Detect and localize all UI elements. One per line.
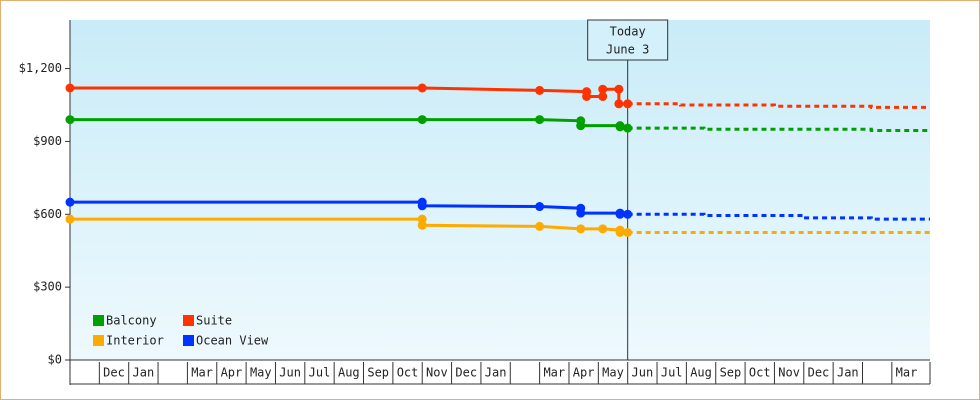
price-point: [535, 221, 545, 231]
price-point: [417, 201, 427, 211]
legend-swatch: [183, 335, 194, 346]
price-point: [65, 214, 75, 224]
price-point: [615, 122, 625, 132]
price-point: [535, 115, 545, 125]
y-tick-label: $300: [33, 280, 62, 294]
y-tick-label: $900: [33, 134, 62, 148]
price-point: [417, 115, 427, 125]
legend-label: Ocean View: [196, 334, 269, 348]
legend-label: Interior: [106, 334, 164, 348]
x-tick-label: Jan: [837, 366, 859, 380]
x-tick-label: May: [250, 366, 272, 380]
y-tick-label: $1,200: [19, 61, 62, 75]
price-point: [598, 92, 608, 101]
price-point: [576, 224, 586, 234]
price-point: [535, 85, 545, 95]
x-tick-label: Dec: [103, 366, 125, 380]
price-point: [623, 209, 633, 219]
today-box: [587, 19, 669, 61]
price-point: [582, 92, 592, 101]
y-tick-label: $0: [48, 353, 62, 367]
price-point: [576, 208, 586, 218]
price-point: [598, 224, 608, 234]
x-tick-label: Mar: [896, 366, 918, 380]
price-point: [623, 123, 633, 133]
legend-swatch: [93, 335, 104, 346]
price-point: [615, 228, 625, 237]
price-point: [623, 99, 633, 109]
legend-swatch: [183, 315, 194, 326]
forecast-line: [627, 126, 930, 132]
price-point: [614, 99, 624, 109]
x-tick-label: Dec: [808, 366, 830, 380]
today-label: Today: [610, 25, 646, 39]
legend-swatch: [93, 315, 104, 326]
plot-area: [70, 20, 930, 360]
price-line: [70, 86, 628, 106]
x-tick-label: Jul: [309, 366, 331, 380]
price-point: [417, 83, 427, 93]
x-tick-label: Mar: [543, 366, 565, 380]
x-tick-label: Aug: [690, 366, 712, 380]
x-tick-label: Nov: [778, 366, 800, 380]
legend-label: Balcony: [106, 314, 157, 328]
x-tick-label: Dec: [455, 366, 477, 380]
x-tick-label: Oct: [749, 366, 771, 380]
price-point: [417, 220, 427, 230]
price-point: [623, 228, 633, 237]
forecast-line: [627, 212, 930, 221]
price-point: [65, 197, 75, 207]
price-point: [65, 115, 75, 125]
x-tick-label: Jun: [632, 366, 654, 380]
x-tick-label: Nov: [426, 366, 448, 380]
price-point: [615, 209, 625, 219]
x-tick-label: Jun: [279, 366, 301, 380]
x-tick-label: May: [602, 366, 624, 380]
price-point: [65, 83, 75, 93]
x-tick-label: Apr: [221, 366, 243, 380]
x-tick-label: Jul: [661, 366, 683, 380]
x-tick-label: Apr: [573, 366, 595, 380]
legend-label: Suite: [196, 314, 232, 328]
x-tick-label: Mar: [191, 366, 213, 380]
price-point: [576, 121, 586, 131]
x-tick-label: Sep: [367, 366, 389, 380]
today-label: June 3: [606, 43, 649, 57]
price-point: [535, 202, 545, 212]
x-tick-label: Oct: [397, 366, 419, 380]
x-tick-label: Jan: [133, 366, 155, 380]
forecast-line: [627, 102, 930, 109]
x-tick-label: Aug: [338, 366, 360, 380]
y-tick-label: $600: [33, 207, 62, 221]
price-point: [598, 84, 608, 94]
x-tick-label: Jan: [485, 366, 507, 380]
x-tick-label: Sep: [720, 366, 742, 380]
price-point: [614, 84, 624, 94]
